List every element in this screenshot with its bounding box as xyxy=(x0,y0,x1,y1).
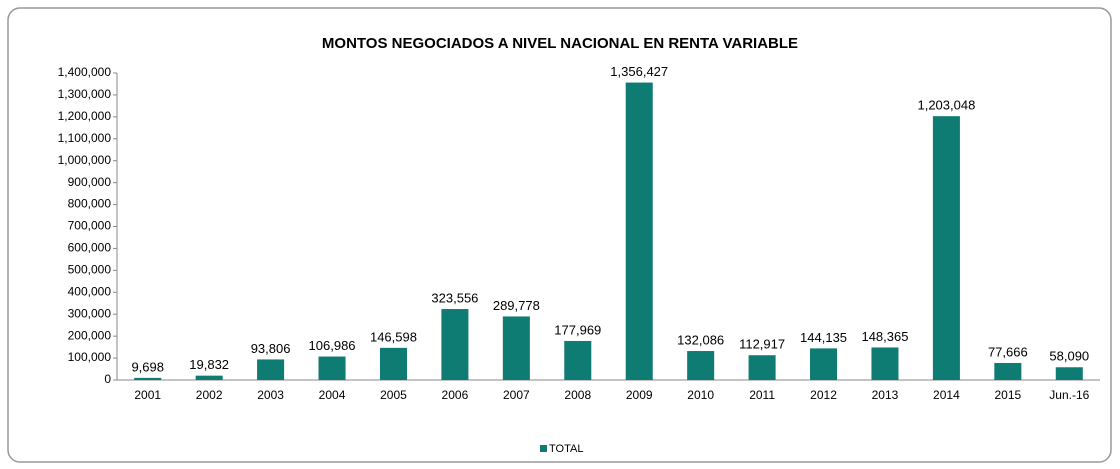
bar xyxy=(994,362,1022,380)
x-tick-label: 2013 xyxy=(872,388,899,402)
data-label: 93,806 xyxy=(251,341,291,356)
y-tick-label: 400,000 xyxy=(68,284,112,298)
data-label: 146,598 xyxy=(370,329,417,344)
bar xyxy=(748,355,776,380)
x-tick-label: 2004 xyxy=(319,388,346,402)
y-tick-label: 100,000 xyxy=(68,350,112,364)
y-tick-label: 300,000 xyxy=(68,306,112,320)
x-tick-label: 2009 xyxy=(626,388,653,402)
y-tick-label: 500,000 xyxy=(68,263,112,277)
x-tick-label: 2003 xyxy=(257,388,284,402)
bar xyxy=(134,377,162,380)
bar xyxy=(564,340,592,380)
data-label: 112,917 xyxy=(739,337,785,352)
bar xyxy=(625,82,653,381)
bar xyxy=(502,316,530,380)
data-label: 58,090 xyxy=(1049,349,1089,364)
y-tick-label: 700,000 xyxy=(68,219,112,233)
x-tick-label: 2007 xyxy=(503,388,530,402)
y-tick-label: 800,000 xyxy=(68,197,112,211)
bar xyxy=(871,347,899,380)
x-tick-label: 2012 xyxy=(810,388,837,402)
data-label: 1,356,427 xyxy=(610,64,668,79)
data-label: 323,556 xyxy=(431,290,478,305)
chart-title: MONTOS NEGOCIADOS A NIVEL NACIONAL EN RE… xyxy=(322,35,798,52)
y-tick-label: 1,200,000 xyxy=(58,109,112,123)
data-label: 77,666 xyxy=(988,344,1028,359)
bar xyxy=(318,356,346,380)
x-tick-label: 2015 xyxy=(994,388,1021,402)
bar xyxy=(932,116,960,381)
bar xyxy=(687,351,715,380)
x-tick-label: 2010 xyxy=(687,388,714,402)
x-tick-label: 2001 xyxy=(134,388,161,402)
data-label: 289,778 xyxy=(493,298,540,313)
legend-swatch xyxy=(540,445,547,452)
bar xyxy=(195,375,223,380)
x-tick-label: 2005 xyxy=(380,388,407,402)
data-label: 9,698 xyxy=(131,359,164,374)
y-tick-label: 1,300,000 xyxy=(58,87,112,101)
y-tick-label: 600,000 xyxy=(68,241,112,255)
y-tick-label: 1,400,000 xyxy=(58,65,112,79)
y-tick-label: 0 xyxy=(104,372,111,386)
bar xyxy=(257,359,285,380)
x-tick-label: 2006 xyxy=(442,388,469,402)
x-tick-label: 2014 xyxy=(933,388,960,402)
y-tick-label: 200,000 xyxy=(68,328,112,342)
x-tick-label: 2002 xyxy=(196,388,223,402)
y-tick-label: 1,100,000 xyxy=(58,131,112,145)
data-label: 148,365 xyxy=(861,329,908,344)
data-label: 177,969 xyxy=(554,322,601,337)
bar xyxy=(810,348,838,380)
x-tick-label: 2011 xyxy=(749,388,775,402)
data-label: 19,832 xyxy=(189,357,229,372)
x-tick-label: 2008 xyxy=(564,388,591,402)
y-tick-label: 900,000 xyxy=(68,175,112,189)
x-tick-label: Jun.-16 xyxy=(1049,388,1089,402)
data-label: 144,135 xyxy=(800,330,847,345)
data-label: 106,986 xyxy=(309,338,356,353)
y-tick-label: 1,000,000 xyxy=(58,153,112,167)
bar xyxy=(441,309,469,380)
data-label: 1,203,048 xyxy=(917,98,975,113)
bar xyxy=(1055,367,1083,380)
data-label: 132,086 xyxy=(677,332,724,347)
legend-label: TOTAL xyxy=(549,443,583,455)
bar xyxy=(379,347,407,380)
